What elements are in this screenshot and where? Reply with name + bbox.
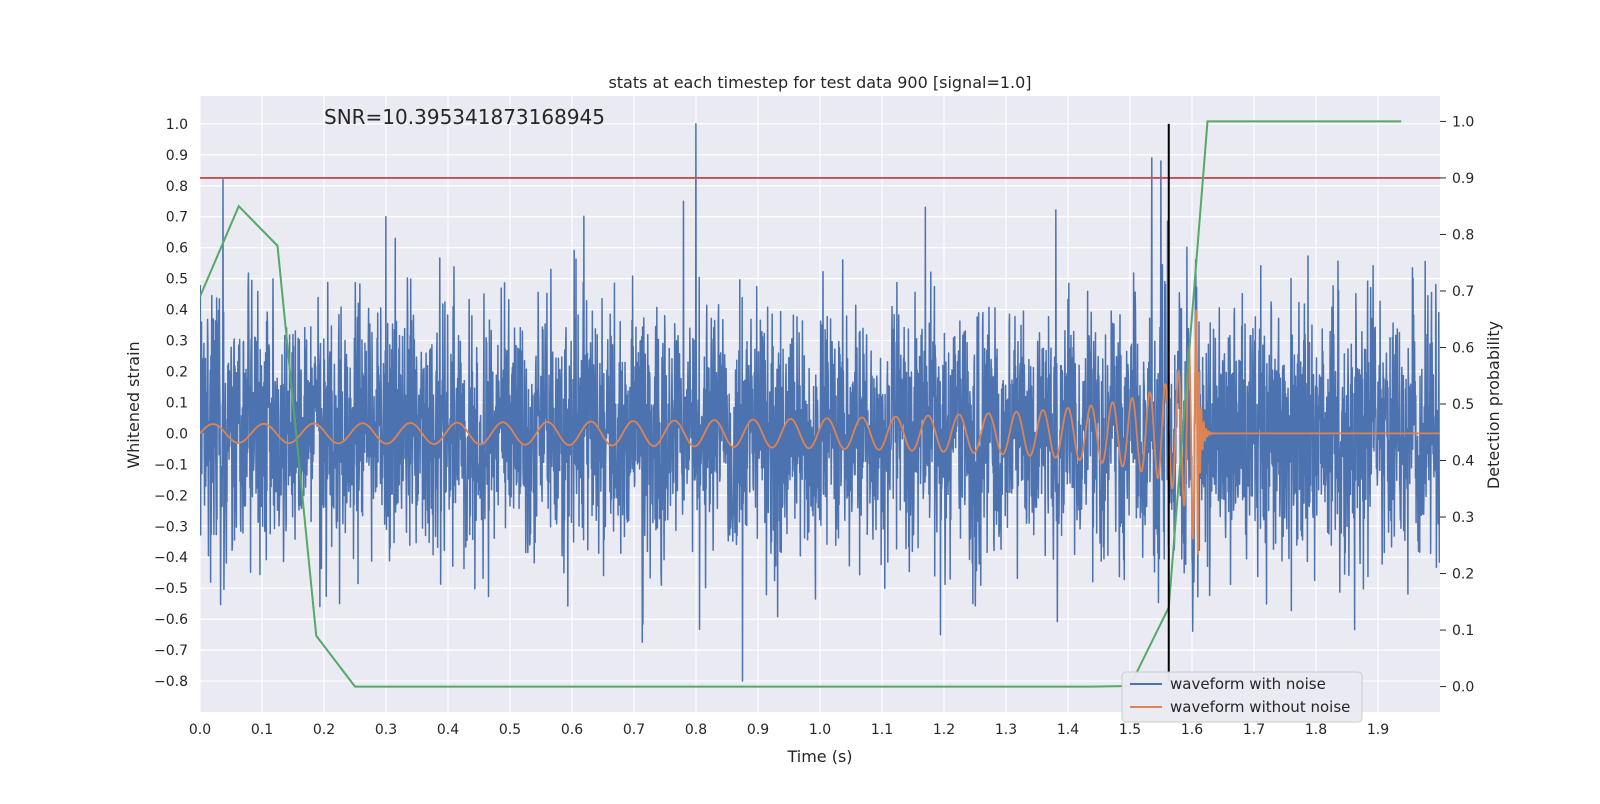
x-tick-label: 1.0	[809, 722, 831, 738]
y-right-tick-label: 0.8	[1452, 227, 1474, 243]
y-left-tick-label: −0.6	[154, 612, 188, 628]
y-left-tick-label: 0.2	[166, 364, 188, 380]
y-right-tick-label: 0.9	[1452, 171, 1474, 187]
y-left-tick-label: 1.0	[166, 117, 188, 133]
y-left-tick-label: 0.0	[166, 426, 188, 442]
x-tick-label: 1.9	[1367, 722, 1389, 738]
y-left-tick-label: 0.6	[166, 241, 188, 257]
x-tick-label: 0.8	[685, 722, 707, 738]
y-axis-label-right: Detection probability	[1484, 321, 1503, 489]
x-tick-label: 1.8	[1305, 722, 1327, 738]
axes: 0.0 0.1 0.2 0.3 0.4 0.5 0.6 0.7 0.8 0.9 1.0 1.1 1.2 1…	[154, 114, 1474, 738]
x-tick-label: 0.1	[251, 722, 273, 738]
x-tick-label: 0.5	[499, 722, 521, 738]
y-left-tick-label: −0.8	[154, 674, 188, 690]
x-tick-label: 1.7	[1243, 722, 1265, 738]
x-tick-label: 1.3	[995, 722, 1017, 738]
x-tick-label: 0.4	[437, 722, 459, 738]
legend-label-clean: waveform without noise	[1170, 698, 1350, 716]
y-right-tick-label: 1.0	[1452, 114, 1474, 130]
y-left-tick-label: 0.5	[166, 272, 188, 288]
y-left-tick-label: −0.2	[154, 488, 188, 504]
x-tick-label: 0.7	[623, 722, 645, 738]
y-left-tick-label: 0.4	[166, 303, 188, 319]
series-waveform-without-noise	[200, 309, 1440, 555]
y-axis-label-left: Whitened strain	[124, 341, 143, 468]
y-right-tick-label: 0.6	[1452, 340, 1474, 356]
x-tick-label: 1.4	[1057, 722, 1079, 738]
x-tick-label: 1.2	[933, 722, 955, 738]
y-right-tick-label: 0.4	[1452, 454, 1474, 470]
x-tick-label: 1.5	[1119, 722, 1141, 738]
y-left-tick-label: −0.4	[154, 550, 188, 566]
x-tick-label: 0.2	[313, 722, 335, 738]
y-right-tick-label: 0.3	[1452, 510, 1474, 526]
series-detection-probability	[200, 120, 1402, 688]
y-left-tick-label: 0.3	[166, 334, 188, 350]
x-tick-label: 1.6	[1181, 722, 1203, 738]
legend-label-noisy: waveform with noise	[1170, 675, 1326, 693]
y-left-tick-label: −0.3	[154, 519, 188, 535]
snr-annotation: SNR=10.395341873168945	[324, 105, 605, 129]
y-left-tick-label: 0.7	[166, 210, 188, 226]
y-left-tick-label: −0.7	[154, 643, 188, 659]
legend-box	[1121, 671, 1363, 723]
y-right-tick-label: 0.0	[1452, 680, 1474, 696]
y-left-tick-label: −0.5	[154, 581, 188, 597]
legend: waveform with noise waveform without noi…	[1121, 671, 1363, 723]
y-right-tick-label: 0.1	[1452, 623, 1474, 639]
x-tick-label: 0.6	[561, 722, 583, 738]
x-tick-label: 0.9	[747, 722, 769, 738]
series-waveform-with-noise	[200, 123, 1440, 682]
y-left-tick-label: 0.1	[166, 395, 188, 411]
x-tick-label: 0.0	[189, 722, 211, 738]
y-left-tick-label: −0.1	[154, 457, 188, 473]
x-tick-label: 0.3	[375, 722, 397, 738]
y-left-tick-label: 0.9	[166, 148, 188, 164]
chart-title: stats at each timestep for test data 900…	[608, 73, 1031, 92]
plot-area	[200, 120, 1440, 688]
x-axis-label: Time (s)	[786, 747, 852, 766]
y-right-tick-label: 0.2	[1452, 567, 1474, 583]
y-right-tick-label: 0.5	[1452, 397, 1474, 413]
x-tick-label: 1.1	[871, 722, 893, 738]
y-left-tick-label: 0.8	[166, 179, 188, 195]
y-right-tick-label: 0.7	[1452, 284, 1474, 300]
